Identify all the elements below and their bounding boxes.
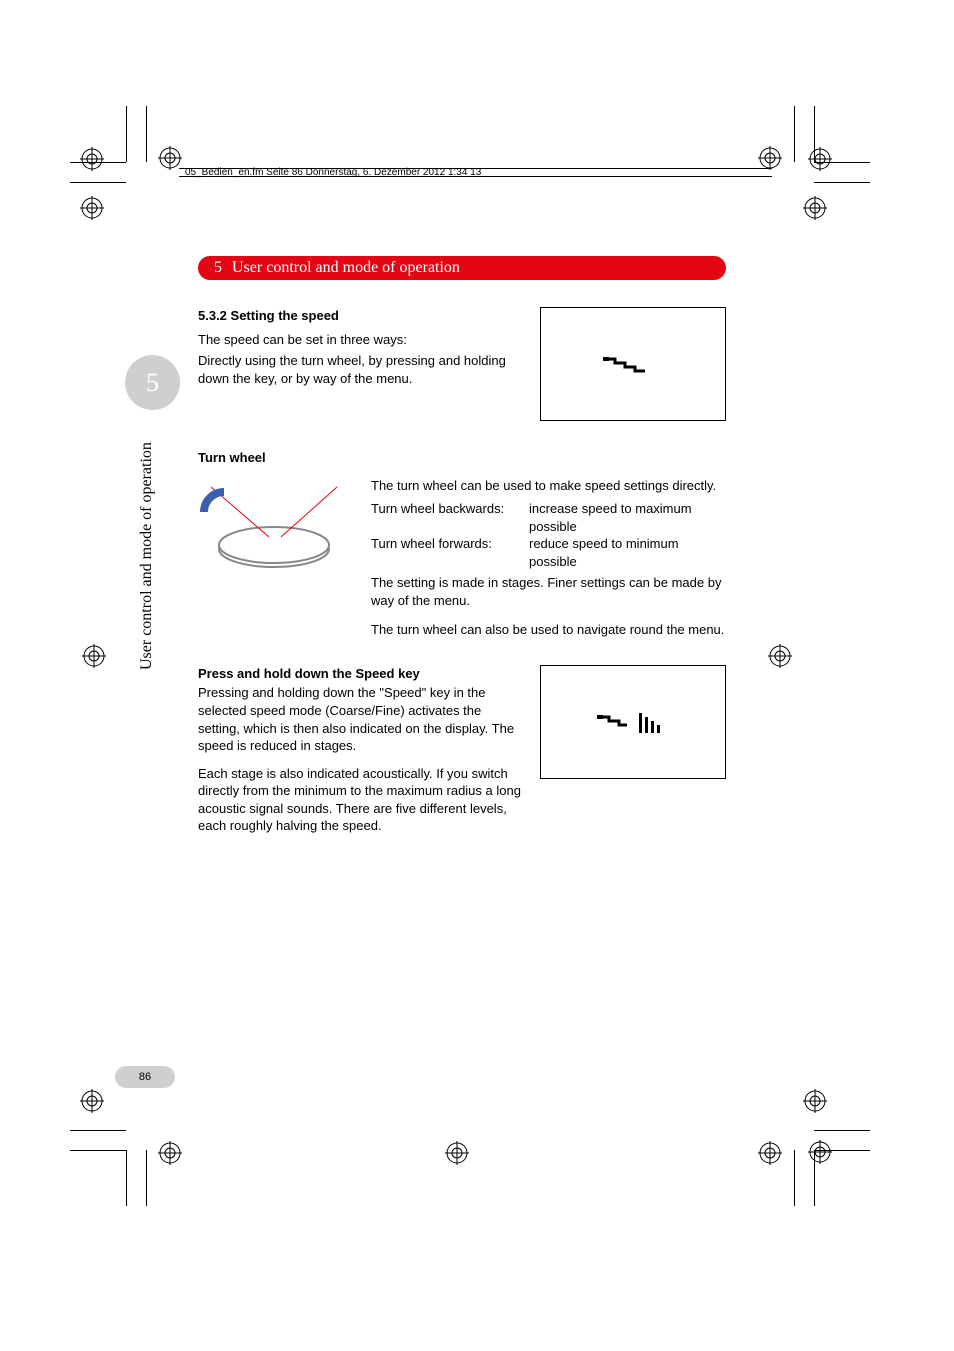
intro-line-2: Directly using the turn wheel, by pressi… (198, 352, 522, 387)
tw-label-1: Turn wheel forwards: (371, 535, 529, 570)
registration-mark-icon (158, 146, 182, 175)
chapter-number: 5 (214, 259, 222, 277)
speed-key-row: Press and hold down the Speed key Pressi… (198, 665, 726, 839)
section-intro-text: 5.3.2 Setting the speed The speed can be… (198, 307, 522, 391)
crop-line (146, 1150, 147, 1206)
stairs-icon (603, 349, 663, 379)
crop-line (126, 106, 127, 162)
display-figure-1 (540, 307, 726, 421)
crop-line (146, 106, 147, 162)
chapter-title: User control and mode of operation (232, 259, 460, 277)
speed-key-text: Press and hold down the Speed key Pressi… (198, 665, 522, 839)
registration-mark-icon (803, 1089, 827, 1118)
speed-key-p1: Pressing and holding down the "Speed" ke… (198, 684, 522, 754)
turn-wheel-table: Turn wheel backwards: increase speed to … (371, 500, 726, 570)
intro-line-1: The speed can be set in three ways: (198, 331, 522, 349)
registration-mark-icon (803, 196, 827, 225)
chapter-banner: 5 User control and mode of operation (198, 256, 726, 280)
turn-wheel-p1: The turn wheel can be used to make speed… (371, 477, 726, 495)
print-header: 05_Bedien_en.fm Seite 86 Donnerstag, 6. … (179, 168, 772, 177)
crop-line (70, 1130, 126, 1131)
crop-line (126, 1150, 127, 1206)
section-intro-row: 5.3.2 Setting the speed The speed can be… (198, 307, 726, 421)
speed-key-p2: Each stage is also indicated acousticall… (198, 765, 522, 835)
registration-mark-icon (445, 1141, 469, 1170)
margin-chapter-number: 5 (125, 355, 180, 410)
turn-wheel-row: The turn wheel can be used to make speed… (198, 477, 726, 643)
page-number: 86 (139, 1071, 151, 1083)
crop-line (814, 1130, 870, 1131)
stairs-bars-icon (597, 705, 669, 739)
registration-mark-icon (80, 147, 104, 176)
side-label: User control and mode of operation (138, 442, 156, 670)
turn-wheel-p3: The turn wheel can also be used to navig… (371, 621, 726, 639)
registration-mark-icon (82, 644, 106, 673)
turn-wheel-figure (198, 477, 353, 577)
tw-val-1: reduce speed to minimum possible (529, 535, 726, 570)
registration-mark-icon (758, 1141, 782, 1170)
turn-wheel-text: The turn wheel can be used to make speed… (371, 477, 726, 643)
display-figure-2 (540, 665, 726, 779)
turn-wheel-icon (199, 477, 349, 577)
crop-line (70, 182, 126, 183)
tw-label-0: Turn wheel backwards: (371, 500, 529, 535)
registration-mark-icon (158, 1141, 182, 1170)
turn-wheel-heading: Turn wheel (198, 449, 726, 467)
registration-mark-icon (768, 644, 792, 673)
crop-line (794, 106, 795, 162)
registration-mark-icon (808, 147, 832, 176)
tw-val-0: increase speed to maximum possible (529, 500, 726, 535)
crop-line (70, 1150, 126, 1151)
turn-wheel-row-1: Turn wheel forwards: reduce speed to min… (371, 535, 726, 570)
crop-line (814, 182, 870, 183)
registration-mark-icon (808, 1140, 832, 1169)
turn-wheel-p2: The setting is made in stages. Finer set… (371, 574, 726, 609)
section-title: 5.3.2 Setting the speed (198, 307, 522, 325)
turn-wheel-row-0: Turn wheel backwards: increase speed to … (371, 500, 726, 535)
speed-key-heading: Press and hold down the Speed key (198, 665, 522, 683)
crop-line (794, 1150, 795, 1206)
print-header-text: 05_Bedien_en.fm Seite 86 Donnerstag, 6. … (185, 167, 481, 178)
content-area: 5.3.2 Setting the speed The speed can be… (198, 307, 726, 839)
page-number-pill: 86 (115, 1066, 175, 1088)
registration-mark-icon (758, 146, 782, 175)
registration-mark-icon (80, 1089, 104, 1118)
registration-mark-icon (80, 196, 104, 225)
